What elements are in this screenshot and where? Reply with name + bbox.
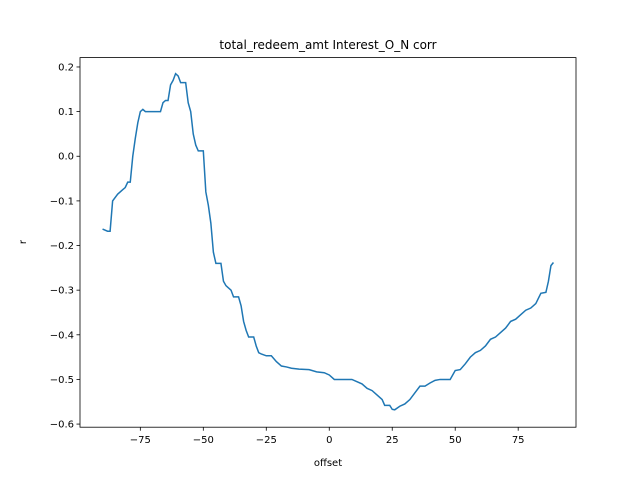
x-axis-label: offset (314, 458, 342, 469)
chart-title: total_redeem_amt Interest_O_N corr (219, 38, 436, 52)
x-tick-label: 0 (326, 435, 332, 446)
data-line (102, 72, 555, 411)
x-tick-label: −75 (130, 435, 151, 446)
plot-frame (79, 57, 577, 428)
y-tick-label: −0.4 (50, 330, 74, 341)
y-axis-label: r (18, 239, 29, 244)
x-tick-label: 75 (512, 435, 525, 446)
y-tick-label: −0.5 (50, 375, 74, 386)
y-tick-label: −0.1 (50, 196, 74, 207)
x-tick-label: −25 (256, 435, 277, 446)
y-tick-label: −0.2 (50, 241, 74, 252)
y-tick-label: −0.3 (50, 286, 74, 297)
x-tick-label: −50 (193, 435, 214, 446)
y-tick-label: 0.1 (58, 107, 74, 118)
y-tick-label: 0.0 (58, 152, 74, 163)
y-tick-label: 0.2 (58, 62, 74, 73)
x-tick-label: 25 (386, 435, 399, 446)
x-tick-label: 50 (449, 435, 462, 446)
y-tick-label: −0.6 (50, 420, 74, 431)
